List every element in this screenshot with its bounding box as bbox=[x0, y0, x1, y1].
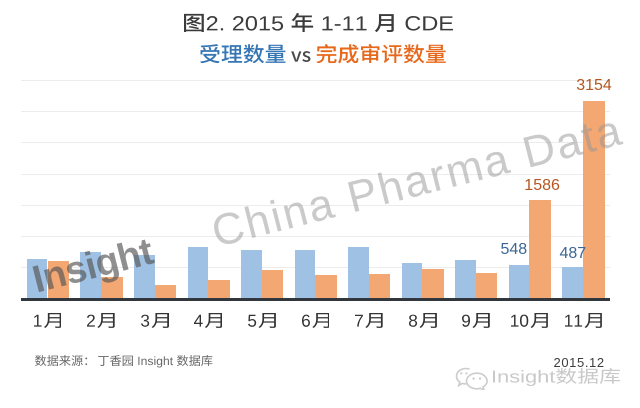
svg-text:China Pharma Data: China Pharma Data bbox=[207, 105, 628, 256]
svg-text:Insight: Insight bbox=[28, 230, 158, 302]
